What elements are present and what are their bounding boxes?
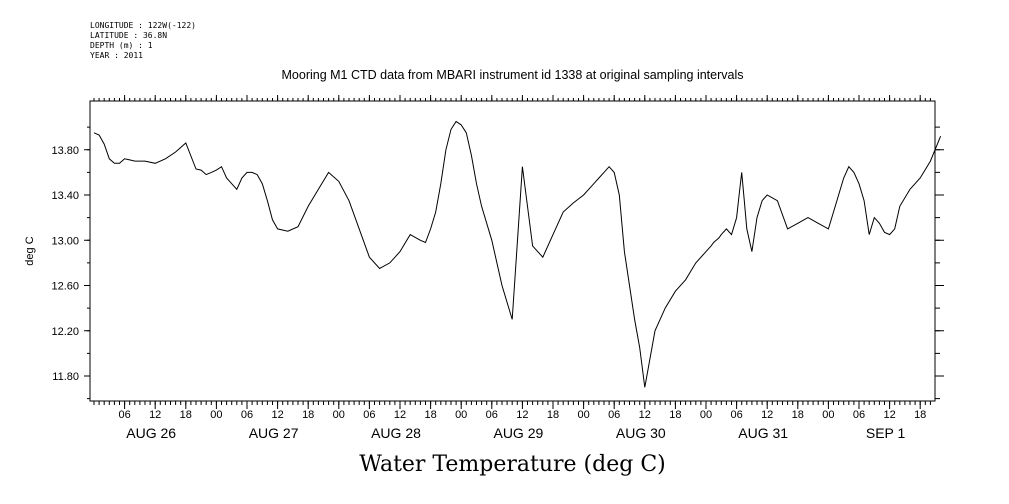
x-tick-label: 18 <box>792 409 804 421</box>
depth-label: DEPTH (m) : 1 <box>90 41 153 50</box>
date-label: AUG 29 <box>493 425 543 441</box>
x-tick-label: 06 <box>486 409 498 421</box>
longitude-label: LONGITUDE : 122W(-122) <box>90 21 196 30</box>
x-tick-label: 18 <box>180 409 192 421</box>
plot-frame <box>89 100 936 402</box>
x-tick-label: 12 <box>761 409 773 421</box>
date-label: AUG 28 <box>371 425 421 441</box>
x-tick-label: 18 <box>302 409 314 421</box>
y-tick-label: 11.80 <box>52 371 79 383</box>
x-tick-label: 06 <box>608 409 620 421</box>
x-tick-label: 12 <box>394 409 406 421</box>
year-label: YEAR : 2011 <box>90 51 143 60</box>
y-tick-label: 13.00 <box>51 235 79 247</box>
y-tick-label: 13.80 <box>51 145 79 157</box>
date-label: AUG 31 <box>738 425 788 441</box>
minor-ticks <box>93 98 931 405</box>
x-tick-label: 12 <box>516 409 528 421</box>
x-axis: 06 12 18 00 06 12 18 00 06 12 18 00 06 12 18 00 06 12 18 00… <box>118 95 926 441</box>
x-axis-title: Water Temperature (deg C) <box>359 452 666 477</box>
date-label: AUG 30 <box>616 425 666 441</box>
series-line <box>93 120 942 388</box>
y-tick-label: 12.20 <box>51 326 79 338</box>
x-tick-label: 18 <box>669 409 681 421</box>
x-tick-label: 00 <box>333 409 345 421</box>
x-tick-label: 00 <box>700 409 712 421</box>
x-tick-label: 12 <box>149 409 161 421</box>
x-tick-label: 00 <box>577 409 589 421</box>
x-tick-label: 18 <box>424 409 436 421</box>
x-tick-label: 00 <box>822 409 834 421</box>
metadata-block: LONGITUDE : 122W(-122) LATITUDE : 36.8N … <box>90 21 196 61</box>
date-label: AUG 27 <box>249 425 299 441</box>
y-axis: 11.80 12.20 12.60 13.00 13.40 13.80 <box>51 126 944 400</box>
latitude-label: LATITUDE : 36.8N <box>90 31 168 40</box>
chart-title: Mooring M1 CTD data from MBARI instrumen… <box>281 68 744 82</box>
x-tick-label: 00 <box>210 409 222 421</box>
y-axis-label: deg C <box>24 236 36 265</box>
x-tick-label: 06 <box>241 409 253 421</box>
y-tick-label: 12.60 <box>51 281 79 293</box>
x-tick-label: 00 <box>455 409 467 421</box>
date-label: AUG 26 <box>126 425 176 441</box>
x-tick-label: 06 <box>853 409 865 421</box>
x-tick-label: 12 <box>271 409 283 421</box>
x-tick-label: 06 <box>118 409 130 421</box>
date-label: SEP 1 <box>866 425 906 441</box>
x-tick-label: 06 <box>363 409 375 421</box>
x-tick-label: 18 <box>547 409 559 421</box>
x-tick-label: 18 <box>914 409 926 421</box>
x-tick-label: 06 <box>730 409 742 421</box>
y-tick-label: 13.40 <box>51 190 79 202</box>
x-tick-label: 12 <box>883 409 895 421</box>
x-tick-label: 12 <box>639 409 651 421</box>
